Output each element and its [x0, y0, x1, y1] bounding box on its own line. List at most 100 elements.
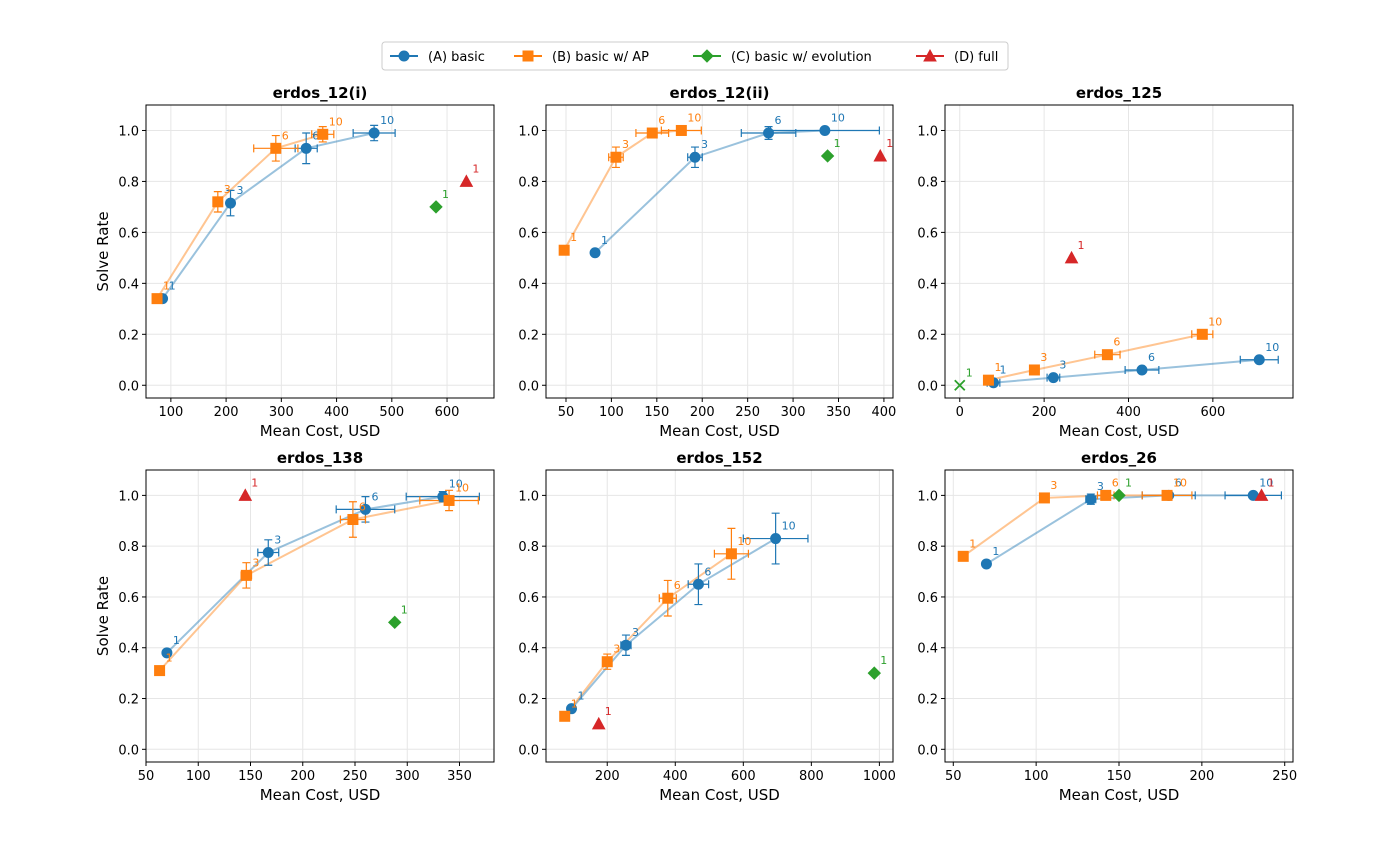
x-tick-label: 150 [1107, 769, 1132, 784]
series-line [563, 129, 682, 251]
point-annotation: 6 [1112, 476, 1119, 489]
point-annotation: 1 [442, 188, 449, 201]
axes-frame [145, 104, 495, 399]
y-tick-label: 0.8 [518, 540, 539, 555]
legend-label: (A) basic [428, 50, 485, 65]
subplot-title: erdos_138 [277, 449, 363, 467]
point-annotation: 6 [282, 129, 289, 142]
point-annotation: 6 [658, 114, 665, 127]
y-tick-label: 0.0 [118, 743, 139, 758]
series-line [993, 358, 1260, 384]
series-line [563, 552, 732, 717]
series-line [166, 495, 443, 654]
point-annotation: 1 [834, 137, 841, 150]
data-point [559, 710, 571, 722]
data-point [1085, 493, 1097, 505]
x-tick-label: 50 [138, 769, 155, 784]
subplot-title: erdos_152 [676, 449, 762, 467]
point-annotation: 10 [449, 478, 463, 491]
y-tick-label: 1.0 [917, 489, 938, 504]
data-point [368, 127, 380, 139]
data-point [957, 550, 969, 562]
point-annotation: 3 [1040, 351, 1047, 364]
data-point [1161, 489, 1173, 501]
subplot-title: erdos_12(i) [273, 84, 368, 102]
subplot-title: erdos_12(ii) [670, 84, 770, 102]
point-annotation: 10 [737, 535, 751, 548]
data-point [1028, 364, 1040, 376]
point-annotation: 1 [166, 652, 173, 665]
point-annotation: 10 [831, 111, 845, 124]
data-point [1047, 372, 1059, 384]
x-tick-label: 400 [1116, 405, 1141, 420]
data-point [1254, 488, 1269, 501]
x-tick-label: 200 [290, 769, 315, 784]
legend-entry: (D) full [916, 48, 998, 65]
x-axis-label: Mean Cost, USD [260, 786, 381, 804]
data-point [873, 148, 888, 162]
legend-marker [923, 48, 937, 62]
legend: (A) basic (B) basic w/ AP (C) basic w/ evo… [381, 41, 1009, 71]
data-point [620, 639, 632, 651]
x-tick-label: 100 [599, 405, 624, 420]
x-tick-label: 100 [186, 769, 211, 784]
data-point [982, 374, 994, 386]
point-annotation: 1 [173, 634, 180, 647]
data-point [238, 488, 253, 501]
data-point [1196, 328, 1208, 340]
point-annotation: 1 [969, 537, 976, 550]
point-annotation: 1 [1125, 476, 1132, 489]
x-tick-label: 200 [595, 769, 620, 784]
data-point [725, 548, 737, 560]
point-annotation: 10 [687, 111, 701, 124]
point-annotation: 3 [237, 184, 244, 197]
y-tick-label: 1.0 [118, 489, 139, 504]
data-point [689, 151, 701, 163]
axes-frame [545, 469, 894, 763]
y-tick-label: 0.2 [518, 328, 539, 343]
point-annotation: 10 [1265, 341, 1279, 354]
data-point [1136, 364, 1148, 376]
x-tick-label: 250 [343, 769, 368, 784]
point-annotation: 1 [578, 690, 585, 703]
x-tick-label: 800 [799, 769, 824, 784]
y-tick-label: 1.0 [518, 124, 539, 139]
y-tick-label: 0.4 [118, 642, 139, 657]
point-annotation: 10 [782, 520, 796, 533]
point-annotation: 3 [1097, 480, 1104, 493]
y-axis-label: Solve Rate [94, 211, 112, 291]
series-line [988, 333, 1203, 382]
point-annotation: 1 [1268, 476, 1275, 489]
point-annotation: 6 [312, 129, 319, 142]
y-tick-label: 0.6 [917, 226, 938, 241]
legend-entry: (C) basic w/ evolution [693, 49, 872, 65]
y-tick-label: 1.0 [917, 124, 938, 139]
data-point [459, 174, 474, 187]
data-point [1101, 349, 1113, 361]
point-annotation: 3 [701, 138, 708, 151]
point-annotation: 1 [966, 366, 973, 379]
series-line [161, 132, 375, 300]
legend-label: (B) basic w/ AP [552, 50, 649, 65]
data-point [359, 503, 371, 515]
y-tick-label: 0.4 [917, 277, 938, 292]
data-point [225, 197, 237, 209]
y-tick-label: 0.4 [518, 642, 539, 657]
x-tick-label: 600 [1200, 405, 1225, 420]
x-tick-label: 300 [269, 405, 294, 420]
axes-frame [545, 104, 894, 399]
point-annotation: 6 [1175, 476, 1182, 489]
data-point [347, 514, 359, 526]
legend-entry: (B) basic w/ AP [514, 50, 649, 65]
point-annotation: 3 [622, 138, 629, 151]
x-tick-label: 200 [214, 405, 239, 420]
x-tick-label: 400 [324, 405, 349, 420]
x-tick-label: 100 [1024, 769, 1049, 784]
point-annotation: 6 [775, 114, 782, 127]
